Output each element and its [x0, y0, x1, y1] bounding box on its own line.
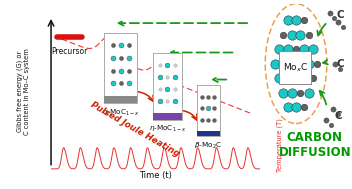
Point	[272, 62, 278, 65]
Point	[157, 99, 163, 102]
Point	[276, 77, 282, 80]
Point	[164, 75, 170, 78]
Point	[293, 77, 299, 80]
Text: Time (t): Time (t)	[139, 171, 172, 180]
Point	[337, 68, 343, 71]
Point	[293, 48, 299, 51]
Point	[164, 87, 170, 90]
Text: Gibbs free energy (G) or
C content in Mo–C system: Gibbs free energy (G) or C content in Mo…	[16, 48, 30, 135]
Text: Mo$_x$C: Mo$_x$C	[283, 61, 308, 74]
Point	[118, 69, 124, 72]
Point	[110, 82, 115, 85]
Point	[310, 48, 316, 51]
Point	[297, 91, 303, 94]
Point	[332, 17, 337, 20]
Point	[276, 48, 282, 51]
Text: $\alpha$-MoC$_{1-x}$: $\alpha$-MoC$_{1-x}$	[102, 108, 139, 118]
Point	[293, 19, 299, 22]
Point	[172, 99, 177, 102]
Point	[289, 62, 295, 65]
Point	[164, 99, 170, 102]
Point	[306, 33, 312, 36]
Text: Temperature (T): Temperature (T)	[276, 119, 283, 172]
Point	[118, 44, 124, 47]
Point	[211, 95, 217, 98]
Point	[302, 19, 307, 22]
Bar	[105, 96, 137, 103]
Point	[332, 62, 338, 65]
Point	[126, 82, 132, 85]
Point	[285, 48, 290, 51]
Point	[126, 69, 132, 72]
Point	[110, 69, 115, 72]
Point	[118, 82, 124, 85]
Text: CARBON
DIFFUSION: CARBON DIFFUSION	[278, 131, 351, 159]
Point	[205, 118, 211, 121]
Point	[302, 77, 307, 80]
Point	[110, 44, 115, 47]
Point	[297, 33, 303, 36]
Point	[172, 87, 177, 90]
Point	[302, 48, 307, 51]
Bar	[197, 131, 220, 136]
Point	[200, 107, 205, 110]
Point	[200, 118, 205, 121]
Point	[211, 107, 217, 110]
Point	[306, 91, 312, 94]
Point	[205, 107, 211, 110]
Text: C: C	[337, 59, 345, 69]
Point	[285, 106, 290, 109]
Point	[157, 63, 163, 66]
Point	[126, 44, 132, 47]
Point	[285, 19, 290, 22]
Point	[172, 75, 177, 78]
FancyBboxPatch shape	[279, 51, 311, 84]
Point	[205, 95, 211, 98]
Text: Precursor: Precursor	[52, 47, 88, 56]
Bar	[153, 53, 182, 119]
Point	[211, 118, 217, 121]
Point	[293, 106, 299, 109]
Text: $\eta$-MoC$_{1-x}$: $\eta$-MoC$_{1-x}$	[149, 124, 186, 134]
Point	[306, 62, 312, 65]
Point	[335, 20, 341, 23]
Point	[335, 113, 341, 116]
Point	[118, 56, 124, 59]
Bar	[197, 85, 220, 136]
Point	[323, 118, 329, 121]
Bar	[153, 113, 182, 119]
Text: C: C	[334, 111, 342, 121]
Bar	[105, 33, 137, 103]
Point	[172, 63, 177, 66]
Point	[157, 75, 163, 78]
Point	[281, 62, 286, 65]
Point	[340, 26, 346, 29]
Point	[327, 11, 332, 14]
Point	[281, 33, 286, 36]
Point	[285, 77, 290, 80]
Point	[289, 91, 295, 94]
Point	[281, 91, 286, 94]
Point	[314, 62, 320, 65]
Point	[157, 87, 163, 90]
Point	[328, 124, 333, 127]
Text: $\beta$-Mo$_2$C: $\beta$-Mo$_2$C	[194, 141, 222, 151]
Point	[302, 106, 307, 109]
Point	[289, 33, 295, 36]
Point	[297, 62, 303, 65]
Point	[164, 63, 170, 66]
Point	[110, 56, 115, 59]
Point	[331, 108, 336, 111]
Text: Pulsed Joule Heating: Pulsed Joule Heating	[89, 100, 181, 158]
Point	[200, 95, 205, 98]
Text: C: C	[337, 10, 345, 20]
Point	[310, 77, 316, 80]
Point	[126, 56, 132, 59]
